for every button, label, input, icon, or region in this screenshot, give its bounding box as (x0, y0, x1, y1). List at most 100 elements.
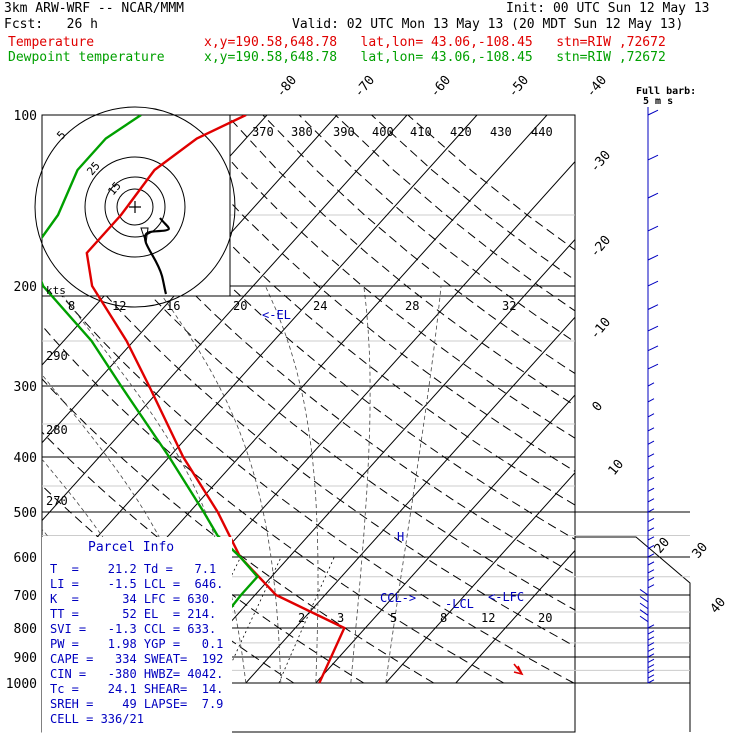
parcel-row-sreh: SREH = 49 LAPSE= 7.9 (50, 697, 224, 711)
dry-adiabat-line (42, 163, 575, 611)
dry-adiabat-line (42, 324, 505, 684)
pressure-tick-label: 300 (14, 380, 37, 395)
hodograph-ring-mid (104, 176, 166, 238)
parcel-row-tc: Tc = 24.1 SHEAR= 14. (50, 682, 224, 696)
dry-adiabat-line (226, 115, 575, 407)
wind-barb (647, 642, 655, 647)
wind-barb (647, 664, 655, 669)
temperature-location: x,y=190.58,648.78 lat,lon= 43.06,-108.45… (204, 35, 666, 50)
dry-adiabat-line (42, 431, 365, 684)
annotation-el: <-EL (262, 308, 291, 322)
wind-barb (647, 413, 655, 418)
moist-adiabat-line (385, 285, 442, 684)
dewpoint-legend: Dewpoint temperature (8, 50, 165, 65)
wind-barb (647, 427, 655, 432)
theta-e-label: 380 (291, 125, 313, 139)
wind-barb (639, 589, 649, 596)
wind-barb (647, 225, 659, 232)
wind-barb (647, 487, 655, 492)
wind-barb (639, 615, 649, 623)
mixing-ratio-label: 5 (390, 611, 397, 625)
wind-barb (647, 192, 659, 199)
pressure-tick-label: 400 (14, 451, 37, 466)
hodograph-speed-label: 20 (233, 299, 247, 313)
isotherm-tick-label: -80 (274, 73, 301, 101)
pressure-tick-label: 700 (14, 589, 37, 604)
annotation-lcl: -LCL (445, 597, 474, 611)
wind-barb (647, 630, 655, 635)
moist-adiabat-line (265, 285, 319, 684)
mixing-ratio-label: 3 (337, 611, 344, 625)
parcel-row-cell: CELL = 336/21 (50, 712, 144, 726)
hodograph-ring-inner (116, 188, 154, 226)
wind-barb (647, 154, 659, 161)
isotherm-line (315, 394, 575, 684)
parcel-info-panel: Parcel Info T = 21.2 Td = 7.1 LI = -1.5 … (42, 537, 232, 735)
isotherm-tick-label: -20 (588, 233, 615, 261)
init-label: Init: 00 UTC Sun 12 May 13 (506, 1, 710, 16)
wind-barb (647, 109, 659, 116)
wind-barb (647, 544, 655, 550)
parcel-info-title: Parcel Info (88, 540, 175, 555)
wind-barb (639, 609, 649, 616)
isotherm-line (455, 549, 575, 684)
hodograph-box (41, 114, 231, 297)
wind-barb (647, 624, 655, 629)
pressure-tick-label: 100 (14, 109, 37, 124)
isotherm-tick-label: 10 (606, 457, 628, 479)
parcel-row-svi: SVI = -1.3 CCL = 633. (50, 622, 217, 636)
hodograph-speed-label: 16 (166, 299, 180, 313)
pressure-tick-label: 900 (14, 651, 37, 666)
isotherm-tick-label: -50 (506, 73, 533, 101)
hodograph-arrow (140, 227, 149, 244)
isotherm-tick-label: 30 (690, 540, 712, 562)
wind-barb (647, 440, 655, 445)
wind-barb (647, 576, 655, 581)
wind-barb (647, 518, 655, 523)
annotation-lfc: <-LFC (488, 590, 524, 604)
theta-e-label: 400 (372, 125, 394, 139)
valid-label: Valid: 02 UTC Mon 13 May 13 (20 MDT Sun … (292, 17, 684, 32)
mixing-ratio-label: 12 (481, 611, 495, 625)
dry-adiabat-line (117, 115, 575, 506)
isotherm-tick-label: 0 (590, 399, 607, 415)
dry-adiabat-line (42, 271, 575, 684)
wind-barb (647, 674, 655, 679)
wind-barb (647, 398, 655, 403)
theta-e-label: 410 (410, 125, 432, 139)
isotherm-tick-label: -40 (584, 73, 611, 101)
isotherm-line (42, 115, 408, 522)
isotherm-line (245, 316, 575, 684)
isotherm-tick-label: -70 (352, 73, 379, 101)
parcel-row-k: K = 34 LFC = 630. (50, 592, 217, 606)
hodograph-ring-big (34, 106, 236, 308)
wind-barb (647, 669, 655, 674)
parcel-row-cape: CAPE = 334 SWEAT= 192 (50, 652, 224, 666)
dry-adiabat-line (42, 485, 295, 684)
dry-adiabat-line (81, 115, 575, 540)
pressure-tick-label: 600 (14, 551, 37, 566)
wind-barb (647, 498, 655, 503)
dry-adiabat-line (42, 378, 435, 684)
hodograph-speed-label: 24 (313, 299, 327, 313)
wind-scale-title: Full barb: (636, 86, 696, 97)
annotation-h: H (397, 530, 404, 544)
dry-adiabat-line (0, 115, 14, 683)
surface-parcel-marker (513, 663, 524, 676)
temperature-legend: Temperature (8, 35, 95, 50)
dry-adiabat-line (42, 217, 575, 648)
isotherm-line (385, 472, 575, 684)
wind-barb (647, 508, 655, 513)
parcel-row-cin: CIN = -380 HWBZ= 4042. (50, 667, 224, 681)
wind-barb (647, 280, 659, 287)
wind-barb (639, 595, 649, 603)
moist-adiabat-line (154, 285, 282, 684)
wind-barb (647, 527, 655, 532)
theta-e-label: 430 (490, 125, 512, 139)
theta-e-label: 420 (450, 125, 472, 139)
mixing-ratio-label: 2 (298, 611, 305, 625)
theta-e-label: 440 (531, 125, 553, 139)
parcel-row-pw: PW = 1.98 YGP = 0.1 (50, 637, 224, 651)
hodograph-center-marker (129, 201, 141, 213)
